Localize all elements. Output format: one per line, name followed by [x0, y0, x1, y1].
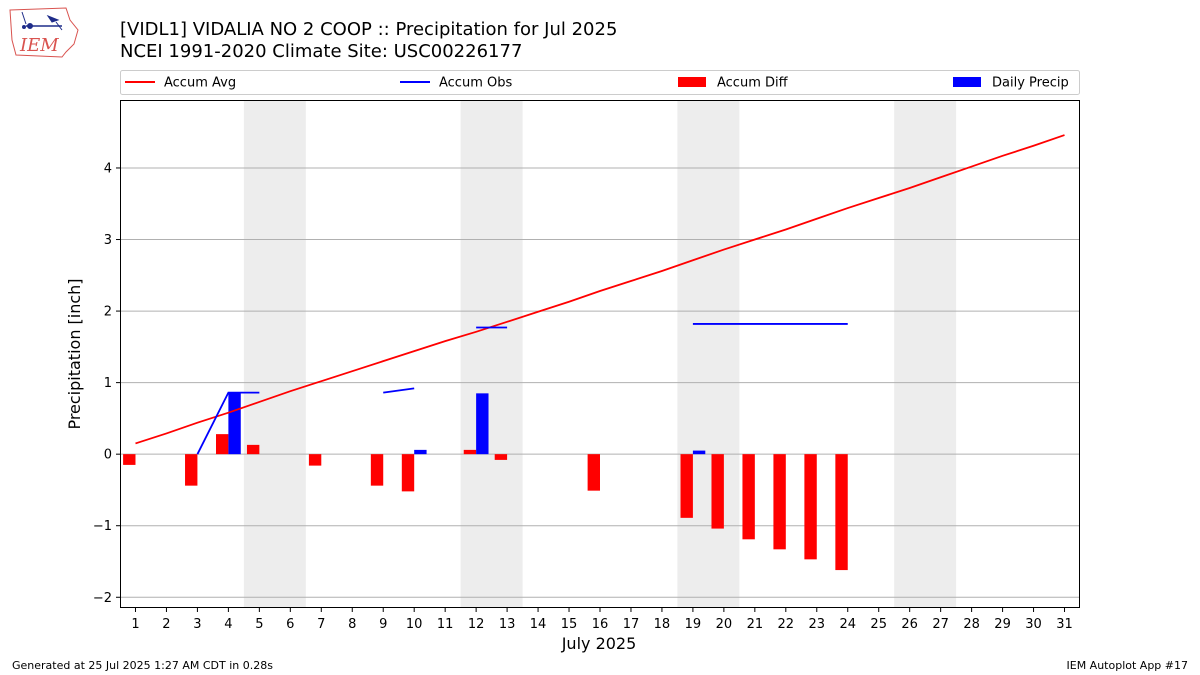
x-tick-label: 16 [592, 617, 609, 632]
y-tick-label: 0 [104, 448, 112, 463]
legend-label: Accum Avg [164, 76, 236, 91]
accum-diff-bar [308, 454, 322, 466]
x-tick-label: 13 [499, 617, 516, 632]
daily-precip-bar [692, 450, 706, 455]
plot-frame [120, 100, 1080, 608]
legend-swatch [678, 77, 706, 87]
x-tick-label: 6 [286, 617, 294, 632]
accum-diff-bar [587, 454, 600, 491]
accum-diff-bar [494, 454, 508, 460]
x-tick-label: 8 [348, 617, 356, 632]
chart-subtitle: NCEI 1991-2020 Climate Site: USC00226177 [120, 41, 522, 62]
y-axis-label: Precipitation [inch] [65, 278, 84, 429]
legend-label: Daily Precip [992, 76, 1069, 91]
accum-diff-bar [835, 454, 848, 571]
y-tick-label: 2 [104, 305, 112, 320]
accum-diff-bar [680, 454, 693, 518]
x-tick-label: 9 [379, 617, 387, 632]
accum-diff-bar [216, 434, 229, 455]
legend-label: Accum Obs [439, 76, 512, 91]
weekend-band [243, 100, 306, 608]
generated-timestamp: Generated at 25 Jul 2025 1:27 AM CDT in … [12, 659, 273, 672]
accum-obs-line [383, 387, 415, 394]
weekend-band [677, 100, 740, 608]
app-credit: IEM Autoplot App #17 [1066, 659, 1189, 672]
x-tick-label: 10 [406, 617, 423, 632]
accum-diff-bar [123, 454, 136, 465]
x-tick-label: 30 [1025, 617, 1042, 632]
legend: Accum Avg Accum Obs Accum Diff Daily Precip [120, 70, 1080, 95]
accum-diff-bar [370, 454, 384, 486]
x-tick-label: 28 [963, 617, 980, 632]
x-tick-label: 19 [685, 617, 702, 632]
accum-diff-bar [185, 454, 198, 486]
daily-precip-bar [414, 449, 427, 455]
weather-station-icon [21, 11, 63, 31]
y-tick-label: −2 [93, 591, 112, 606]
y-tick-label: 3 [104, 233, 112, 248]
x-tick-label: 31 [1056, 617, 1073, 632]
daily-precip-bars [228, 392, 706, 455]
x-tick-label: 26 [901, 617, 918, 632]
x-tick-label: 22 [778, 617, 795, 632]
x-tick-label: 2 [162, 617, 170, 632]
x-tick-label: 29 [994, 617, 1011, 632]
accum-avg-line-group [135, 134, 1065, 445]
weekend-band [894, 100, 957, 608]
x-tick-label: 18 [654, 617, 671, 632]
iem-logo-text: IEM [19, 35, 59, 56]
legend-frame [120, 70, 1080, 95]
x-axis-label: July 2025 [561, 634, 637, 653]
x-tick-label: 1 [131, 617, 139, 632]
y-tick-label: 4 [104, 161, 112, 176]
accum-diff-bar [463, 449, 477, 455]
accum-diff-bar [246, 444, 260, 455]
weekend-shading [243, 100, 957, 608]
daily-precip-bar [228, 392, 241, 455]
x-tick-label: 15 [561, 617, 578, 632]
legend-swatch [953, 77, 981, 87]
x-tick-label: 27 [932, 617, 949, 632]
accum-diff-bar [711, 454, 724, 529]
x-axis-ticks: 1 2 3 4 5 6 7 8 9 10 11 12 13 14 15 16 17 18 19 20 21 22 23 24 2… [131, 608, 1073, 632]
daily-precip-bar [476, 393, 489, 455]
x-tick-label: 14 [530, 617, 547, 632]
x-tick-label: 7 [317, 617, 325, 632]
legend-label: Accum Diff [717, 76, 789, 91]
accum-avg-line [135, 134, 1065, 445]
chart-title: [VIDL1] VIDALIA NO 2 COOP :: Precipitati… [120, 19, 617, 40]
x-tick-label: 3 [193, 617, 201, 632]
x-tick-label: 25 [870, 617, 887, 632]
iem-logo: IEM [9, 7, 79, 58]
accum-diff-bar [401, 454, 415, 492]
x-tick-label: 4 [224, 617, 232, 632]
x-tick-label: 11 [437, 617, 454, 632]
accum-obs-line [196, 391, 260, 455]
accum-diff-bars [123, 434, 848, 571]
accum-diff-bar [773, 454, 786, 550]
y-axis-ticks: −2 −1 0 1 2 3 4 [93, 161, 120, 606]
x-tick-label: 21 [747, 617, 764, 632]
x-tick-label: 23 [809, 617, 826, 632]
x-tick-label: 5 [255, 617, 263, 632]
x-tick-label: 17 [623, 617, 640, 632]
accum-diff-bar [742, 454, 755, 540]
accum-diff-bar [804, 454, 817, 560]
y-tick-label: 1 [104, 376, 112, 391]
y-tick-label: −1 [93, 519, 112, 534]
iowa-state-outline [9, 7, 79, 58]
x-tick-label: 20 [716, 617, 733, 632]
x-tick-label: 12 [468, 617, 485, 632]
weekend-band [460, 100, 523, 608]
x-tick-label: 24 [839, 617, 856, 632]
accum-obs-lines [196, 323, 848, 455]
